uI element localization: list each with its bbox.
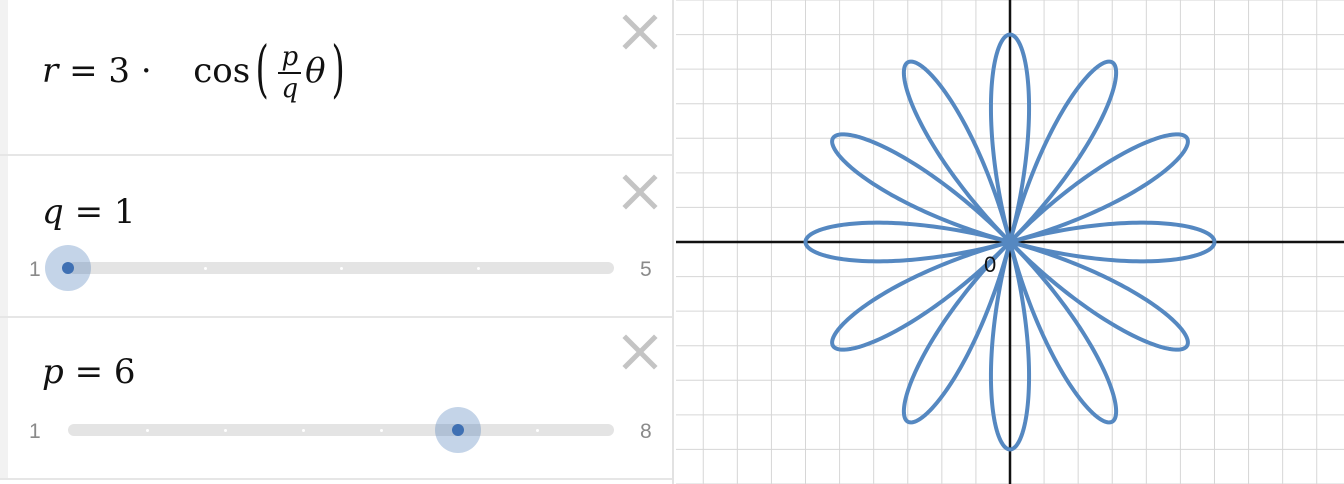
equation-coefficient: 3	[108, 51, 131, 91]
expression-row-slider-q[interactable]: q = 1 1 5	[0, 156, 672, 318]
equation-lhs: r	[42, 51, 59, 91]
right-paren: )	[331, 32, 345, 105]
multiply-operator: ·	[140, 51, 152, 91]
row-strip	[0, 0, 8, 154]
expression-row-slider-p[interactable]: p = 6 1 8	[0, 318, 672, 480]
row-strip	[0, 156, 8, 316]
origin-label: 0	[984, 252, 996, 277]
delete-expression-button[interactable]	[620, 332, 660, 372]
slider-value: 1	[113, 192, 136, 232]
slider-equation[interactable]: q = 1	[42, 192, 136, 232]
fraction-numerator: p	[278, 44, 302, 74]
function-name: cos	[193, 51, 251, 91]
slider-max-label: 5	[640, 258, 652, 281]
theta-variable: θ	[305, 51, 326, 91]
delete-expression-button[interactable]	[620, 12, 660, 52]
slider-handle-dot	[452, 424, 464, 436]
row-strip	[0, 318, 8, 478]
delete-expression-button[interactable]	[620, 172, 660, 212]
close-icon	[622, 334, 658, 370]
graph-canvas[interactable]: 0	[676, 0, 1344, 484]
equals-sign: =	[74, 192, 114, 232]
slider-min-label: 1	[29, 420, 41, 443]
equals-sign: =	[69, 51, 109, 91]
left-paren: (	[255, 32, 269, 105]
close-icon	[622, 14, 658, 50]
close-icon	[622, 174, 658, 210]
expression-list: r = 3 · cos(p q θ) q = 1 1 5	[0, 0, 674, 484]
slider-max-label: 8	[640, 420, 652, 443]
expression-row-equation[interactable]: r = 3 · cos(p q θ)	[0, 0, 672, 156]
slider-variable: p	[42, 352, 64, 392]
fraction-denominator: q	[281, 74, 299, 104]
slider-track[interactable]	[68, 424, 614, 436]
slider-equation[interactable]: p = 6	[42, 352, 136, 392]
slider-min-label: 1	[29, 258, 41, 281]
slider-track[interactable]	[68, 262, 614, 274]
equation-text[interactable]: r = 3 · cos(p q θ)	[42, 38, 350, 104]
polar-rose-curve[interactable]	[803, 32, 1217, 452]
slider-handle-dot	[62, 262, 74, 274]
slider-variable: q	[42, 192, 64, 232]
equals-sign: =	[74, 352, 114, 392]
slider-value: 6	[113, 352, 136, 392]
